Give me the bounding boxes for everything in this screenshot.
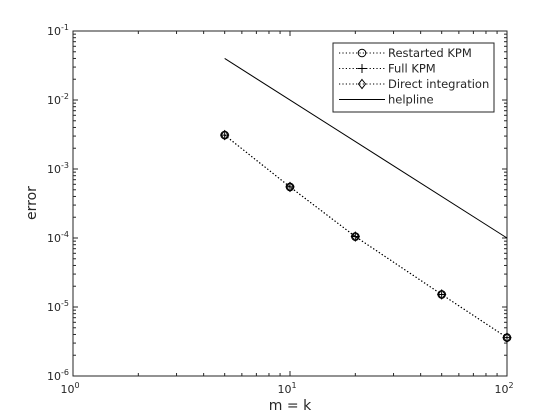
- x-tick-label: 100: [60, 381, 79, 396]
- series-line: [224, 58, 508, 239]
- axis-ticks: 100 101 102 10-6 10-5 10-4 10-3 10-2 10-1: [47, 23, 514, 396]
- legend-label: Restarted KPM: [388, 46, 472, 60]
- legend-label: Full KPM: [388, 62, 436, 76]
- legend-marker-plus: [357, 64, 367, 73]
- legend-item: Restarted KPM: [339, 46, 472, 60]
- y-tick-label: 10-4: [47, 230, 69, 245]
- data-point-diamond: [437, 289, 446, 300]
- y-tick-label: 10-5: [47, 299, 69, 314]
- series-layer: [220, 58, 512, 343]
- y-tick-label: 10-6: [47, 368, 69, 383]
- series-helpline: [224, 58, 508, 239]
- data-point-diamond: [351, 231, 360, 242]
- legend-label: helpline: [388, 93, 434, 107]
- x-axis-label: m = k: [269, 398, 312, 414]
- y-tick-label: 10-2: [47, 92, 69, 107]
- legend-item: helpline: [339, 93, 434, 107]
- legend-box: [332, 42, 495, 113]
- data-point-diamond: [220, 129, 229, 141]
- series-direct-integration: [220, 129, 512, 343]
- x-tick-label: 102: [494, 381, 513, 396]
- series-line: [224, 134, 508, 339]
- y-axis-label: error: [24, 186, 40, 220]
- y-tick-label: 10-1: [47, 23, 69, 38]
- legend-label: Direct integration: [388, 77, 489, 91]
- legend-item: Direct integration: [339, 77, 489, 91]
- legend-marker-diamond: [357, 78, 367, 90]
- x-tick-label: 101: [277, 381, 296, 396]
- legend-marker-circle: [357, 48, 367, 58]
- data-point-diamond: [285, 181, 295, 193]
- data-point-diamond: [502, 332, 512, 343]
- legend-item: Full KPM: [339, 62, 436, 76]
- y-tick-label: 10-3: [47, 161, 69, 176]
